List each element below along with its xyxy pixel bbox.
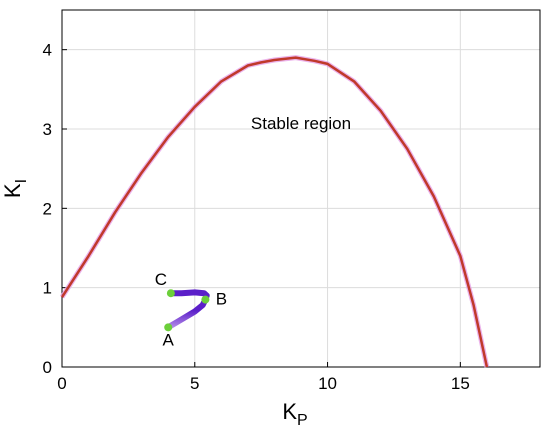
point-a — [164, 323, 173, 332]
gain-trajectory-line — [165, 289, 210, 331]
series-layer — [59, 55, 490, 368]
x-tick-label-1: 5 — [190, 374, 199, 393]
y-tick-label-4: 4 — [43, 41, 52, 60]
annotation-0: Stable region — [251, 114, 351, 133]
tick-labels: 0 5 10 15 0 1 2 3 4 — [43, 41, 470, 393]
point-label-b: B — [216, 290, 227, 309]
y-axis-label-main: K — [0, 183, 25, 198]
x-tick-label-3: 15 — [451, 374, 470, 393]
x-axis-label-sub: P — [297, 412, 308, 429]
annotations-layer: Stable region — [251, 114, 351, 133]
y-tick-label-0: 0 — [43, 358, 52, 377]
y-tick-label-3: 3 — [43, 120, 52, 139]
y-tick-label-2: 2 — [43, 199, 52, 218]
x-tick-label-0: 0 — [57, 374, 66, 393]
point-b — [201, 295, 210, 304]
y-axis-label: KI — [0, 179, 30, 198]
x-axis-label-main: K — [282, 399, 297, 424]
stability-boundary-glow — [59, 55, 490, 368]
x-axis-label: KP — [282, 399, 307, 429]
stability-boundary-line — [60, 56, 489, 368]
point-label-a: A — [163, 330, 175, 349]
points-layer: A B C — [155, 270, 227, 349]
x-tick-label-2: 10 — [318, 374, 337, 393]
axes — [61, 9, 541, 368]
y-tick-label-1: 1 — [43, 279, 52, 298]
y-axis-label-sub: I — [13, 179, 30, 183]
point-label-c: C — [155, 270, 167, 289]
grid-lines — [62, 10, 540, 367]
plot-frame — [61, 9, 541, 368]
point-c — [166, 289, 175, 298]
